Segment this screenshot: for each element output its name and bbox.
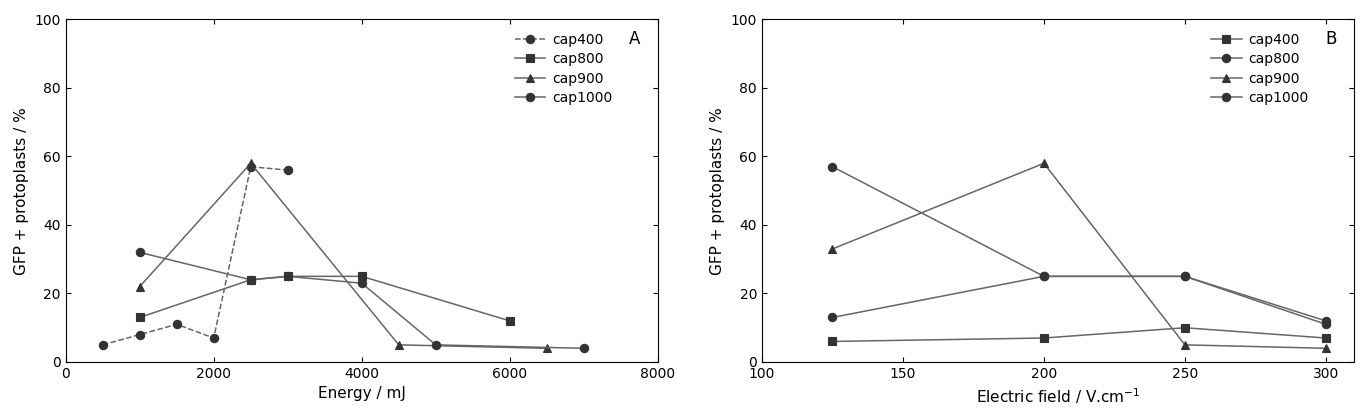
cap1000: [1176, 274, 1193, 279]
cap800: [242, 277, 259, 282]
cap800: [1176, 274, 1193, 279]
Line: cap800: cap800: [135, 272, 514, 325]
cap800: [825, 315, 841, 320]
cap400: [825, 339, 841, 344]
cap800: [502, 318, 518, 323]
cap1000: [825, 164, 841, 169]
Legend: cap400, cap800, cap900, cap1000: cap400, cap800, cap900, cap1000: [512, 30, 616, 108]
cap400: [168, 322, 185, 327]
cap800: [1036, 274, 1052, 279]
cap900: [1036, 161, 1052, 166]
Legend: cap400, cap800, cap900, cap1000: cap400, cap800, cap900, cap1000: [1208, 30, 1312, 108]
cap1000: [428, 342, 445, 347]
cap400: [279, 168, 295, 173]
Line: cap400: cap400: [828, 323, 1330, 346]
X-axis label: Energy / mJ: Energy / mJ: [317, 386, 406, 402]
Line: cap900: cap900: [135, 159, 551, 352]
cap1000: [353, 281, 369, 286]
Text: B: B: [1326, 30, 1337, 47]
Line: cap900: cap900: [828, 159, 1330, 352]
cap400: [1317, 336, 1334, 341]
Y-axis label: GFP + protoplasts / %: GFP + protoplasts / %: [710, 107, 725, 275]
cap400: [1176, 325, 1193, 330]
cap1000: [576, 346, 592, 351]
Line: cap800: cap800: [828, 272, 1330, 328]
cap1000: [131, 250, 148, 255]
cap400: [94, 342, 111, 347]
cap1000: [1317, 318, 1334, 323]
cap1000: [242, 277, 259, 282]
Line: cap1000: cap1000: [135, 248, 588, 352]
Text: A: A: [629, 30, 640, 47]
cap400: [131, 332, 148, 337]
cap900: [1317, 346, 1334, 351]
Line: cap1000: cap1000: [828, 163, 1330, 325]
cap400: [1036, 336, 1052, 341]
Line: cap400: cap400: [98, 163, 291, 349]
cap400: [242, 164, 259, 169]
cap800: [353, 274, 369, 279]
cap400: [205, 336, 222, 341]
X-axis label: Electric field / V.cm$^{-1}$: Electric field / V.cm$^{-1}$: [975, 386, 1141, 406]
cap900: [825, 247, 841, 252]
cap1000: [279, 274, 295, 279]
cap900: [1176, 342, 1193, 347]
cap900: [391, 342, 408, 347]
Y-axis label: GFP + protoplasts / %: GFP + protoplasts / %: [14, 107, 29, 275]
cap1000: [1036, 274, 1052, 279]
cap800: [1317, 322, 1334, 327]
cap900: [242, 161, 259, 166]
cap800: [279, 274, 295, 279]
cap900: [131, 284, 148, 289]
cap900: [539, 346, 555, 351]
cap800: [131, 315, 148, 320]
